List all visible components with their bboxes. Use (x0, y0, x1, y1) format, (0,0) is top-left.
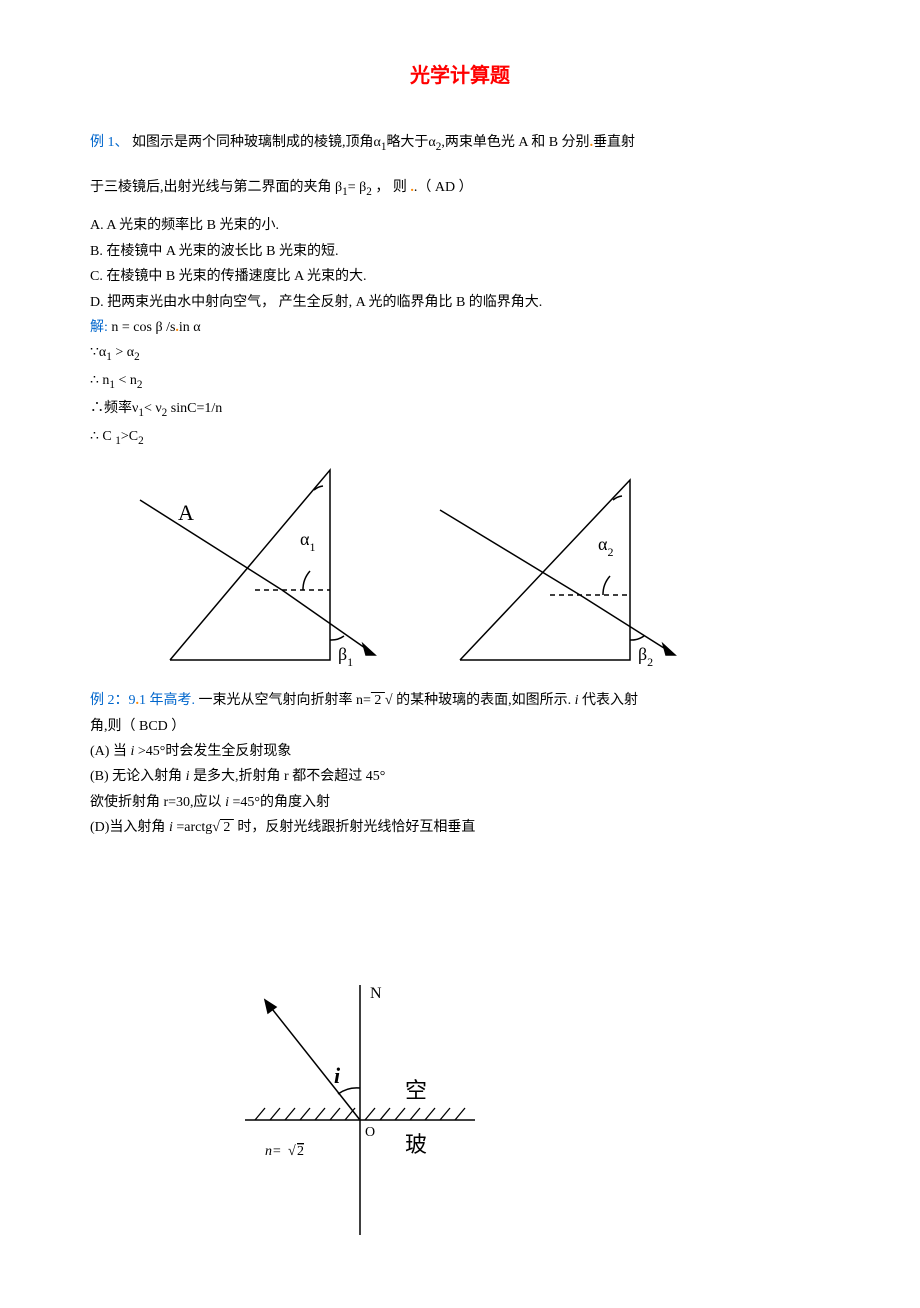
sol2a: ∵α (90, 345, 106, 360)
sol5b: >C (121, 429, 138, 444)
label-N: N (370, 985, 382, 1002)
prism-diagrams: A α1 β1 α2 β2 (120, 460, 830, 680)
ex1-solution: 解: n = cos β /s.in α (90, 317, 830, 339)
ex1-l2a: 于三棱镜后,出射光线与第二界面的夹角 β (90, 180, 342, 195)
sqrt2: 2 (371, 693, 385, 708)
sol-line5: ∴ C 1>C2 (90, 426, 830, 451)
example1-label: 例 1、 (90, 135, 129, 150)
refraction-diagram-wrap: N i O 空 玻 n= √ 2 (210, 980, 830, 1248)
ex2-c: 代表入射 (578, 693, 638, 708)
sol-line3: ∴ n1 < n2 (90, 370, 830, 395)
sol-l1a: n = cos β /s (108, 320, 176, 335)
label-n-sqrt: √ (288, 1144, 296, 1159)
sub: 2 (138, 434, 144, 446)
ex1-text-d: 垂直射 (593, 135, 635, 150)
page-title: 光学计算题 (90, 60, 830, 92)
sol2b: > α (112, 345, 134, 360)
label-n-2: 2 (297, 1144, 304, 1159)
sol4b: < ν (144, 401, 162, 416)
sub: 2 (137, 379, 143, 391)
ex1-l2c: ， 则 (372, 180, 411, 195)
ex1-text-c: ,两束单色光 A 和 B 分别 (441, 135, 589, 150)
ex1-optC: C. 在棱镜中 B 光束的传播速度比 A 光束的大. (90, 266, 830, 288)
sol3b: < n (115, 373, 137, 388)
ex1-text-a: 如图示是两个同种玻璃制成的棱镜,顶角α (132, 135, 381, 150)
ex1-text-b: 略大于α (386, 135, 435, 150)
ex1-l2b: = β (348, 180, 367, 195)
label-beta1: β1 (338, 644, 353, 669)
label-alpha2: α2 (598, 534, 613, 559)
example2-label: 例 2：9.1 年高考. (90, 693, 195, 708)
ex2-a: 一束光从空气射向折射率 n= (199, 693, 371, 708)
label-i: i (334, 1063, 341, 1088)
sol-line4: ∴频率ν1< ν2 sinC=1/n (90, 398, 830, 423)
ex1-intro: 例 1、 如图示是两个同种玻璃制成的棱镜,顶角α1略大于α2,两束单色光 A 和… (90, 132, 830, 157)
label-A: A (178, 500, 194, 525)
solution-label: 解: (90, 320, 108, 335)
ex1-optB: B. 在棱镜中 A 光束的波长比 B 光束的短. (90, 241, 830, 263)
label-glass: 玻 (405, 1132, 427, 1157)
refraction-diagram: N i O 空 玻 n= √ 2 (210, 980, 510, 1240)
sol4c: sinC=1/n (167, 401, 222, 416)
ex1-optD: D. 把两束光由水中射向空气， 产生全反射, A 光的临界角比 B 的临界角大. (90, 292, 830, 314)
ex1-optA: A. A 光束的频率比 B 光束的小. (90, 215, 830, 237)
label-alpha1: α1 (300, 529, 315, 554)
ex2-intro: 例 2：9.1 年高考. 一束光从空气射向折射率 n= 2 √ 的某种玻璃的表面… (90, 690, 830, 712)
sol-l1b: in α (179, 320, 201, 335)
ex1-line2: 于三棱镜后,出射光线与第二界面的夹角 β1= β2 ， 则 ..（ AD ） (90, 177, 830, 202)
label-n: n= (265, 1144, 281, 1159)
label-beta2: β2 (638, 644, 653, 669)
ex1-ans: .（ AD ） (414, 180, 473, 195)
prism-diagram-2: α2 β2 (420, 460, 700, 680)
sol3a: ∴ n (90, 373, 109, 388)
prism-diagram-1: A α1 β1 (120, 460, 400, 680)
ex2-optA: (A) 当 i >45°时会发生全反射现象 (90, 741, 830, 763)
sub: 2 (134, 351, 140, 363)
sol4a: ∴频率ν (90, 401, 138, 416)
ex2-optB: (B) 无论入射角 i 是多大,折射角 r 都不会超过 45° (90, 766, 830, 788)
sol5a: ∴ C (90, 429, 115, 444)
ex2-optD: (D)当入射角 i =arctg√ 2 时，反射光线跟折射光线恰好互相垂直 (90, 817, 830, 839)
sol-line2: ∵α1 > α2 (90, 342, 830, 367)
ex2-optC: 欲使折射角 r=30,应以 i =45°的角度入射 (90, 792, 830, 814)
ex2-line2: 角,则（ BCD ） (90, 716, 830, 738)
label-O: O (365, 1125, 375, 1140)
ex2-b: 的某种玻璃的表面,如图所示. (393, 693, 575, 708)
label-air: 空 (405, 1078, 427, 1103)
